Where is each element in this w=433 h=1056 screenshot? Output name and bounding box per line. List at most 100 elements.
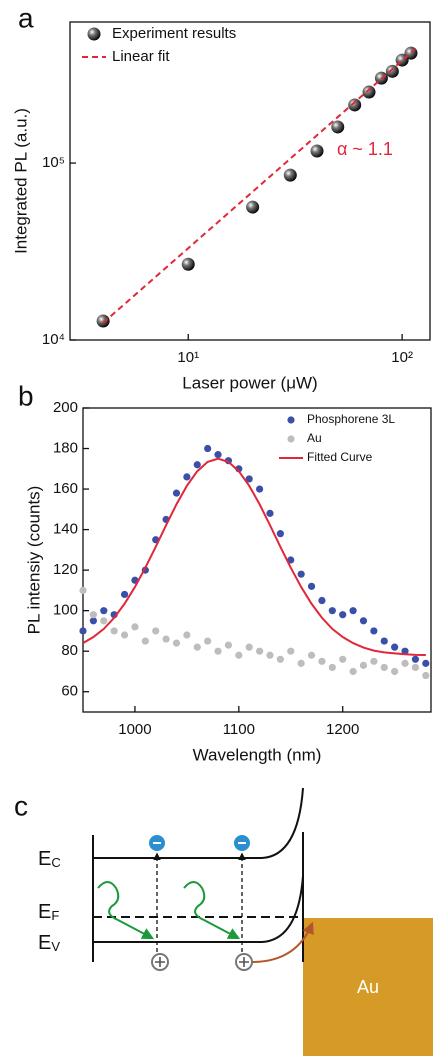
data-point — [100, 607, 108, 615]
data-point — [411, 655, 420, 663]
data-point — [172, 489, 181, 497]
y-tick-label: 60 — [61, 683, 78, 700]
data-point — [401, 647, 409, 655]
legend-label: Experiment results — [112, 25, 236, 42]
data-point — [181, 257, 195, 271]
panel-label: a — [18, 2, 34, 33]
conduction-band — [93, 787, 304, 859]
data-point — [422, 671, 430, 680]
data-point — [245, 643, 253, 651]
data-point — [100, 617, 108, 625]
data-point — [359, 661, 368, 669]
data-point — [214, 451, 222, 459]
data-point — [422, 659, 430, 667]
data-point — [370, 627, 378, 635]
data-point — [362, 85, 376, 99]
data-point — [120, 590, 129, 599]
panel-label: b — [18, 380, 34, 411]
data-point — [359, 617, 368, 625]
y-tick-label: 160 — [53, 480, 78, 497]
data-point — [162, 635, 170, 643]
x-tick-label: 10¹ — [177, 349, 199, 366]
data-point — [331, 120, 345, 134]
panel-label: c — [14, 790, 28, 821]
y-tick-label: 200 — [53, 399, 78, 416]
data-point — [411, 663, 420, 672]
legend-label: Au — [307, 431, 322, 445]
data-point — [255, 485, 264, 493]
hole — [151, 953, 169, 971]
data-point — [183, 473, 191, 481]
excitation-arrows — [97, 852, 314, 963]
data-point — [141, 637, 149, 645]
legend-marker — [287, 435, 295, 443]
y-tick-label: 120 — [53, 561, 78, 578]
data-point — [297, 659, 305, 667]
data-point — [307, 651, 316, 659]
data-point — [204, 637, 212, 645]
data-point — [310, 144, 324, 158]
data-point — [385, 64, 399, 78]
data-point — [328, 663, 336, 672]
electron — [149, 835, 165, 851]
y-tick-label: 80 — [61, 642, 78, 659]
data-point — [235, 651, 243, 659]
data-point — [391, 643, 399, 651]
legend-label: Linear fit — [112, 48, 170, 65]
level-symbol: E — [38, 932, 51, 954]
data-point — [339, 611, 347, 619]
data-point — [89, 611, 97, 619]
data-point — [318, 596, 326, 605]
data-point — [214, 647, 222, 655]
hole — [235, 953, 253, 971]
x-axis-label: Wavelength (nm) — [193, 745, 322, 764]
annotation: α ~ 1.1 — [337, 139, 393, 159]
metal-block — [303, 918, 433, 1056]
data-point — [283, 168, 297, 182]
data-point — [287, 647, 295, 655]
data-point — [96, 314, 110, 328]
y-tick-label: 100 — [53, 602, 78, 619]
electron — [234, 835, 250, 851]
data-point — [245, 475, 253, 483]
valence-band — [93, 875, 304, 943]
level-subscript: C — [51, 855, 60, 870]
data-point — [307, 582, 316, 590]
level-label: EF — [38, 901, 59, 923]
x-tick-label: 1100 — [223, 721, 255, 738]
y-tick-label: 140 — [53, 521, 78, 538]
x-tick-label: 10² — [391, 349, 413, 366]
data-point — [110, 627, 118, 635]
level-subscript: F — [51, 908, 59, 923]
data-point — [318, 657, 326, 665]
data-point — [266, 509, 274, 517]
plot-frame — [69, 21, 431, 341]
data-point — [79, 627, 87, 635]
legend-label: Fitted Curve — [307, 450, 373, 464]
charts: a 10¹ 10² 10⁴ 10⁵ Laser power (μW) Integrated … — [11, 2, 432, 764]
data-point — [391, 667, 399, 676]
fit-line — [102, 48, 416, 324]
fit-line — [83, 457, 426, 657]
plot-frame — [82, 407, 432, 713]
level-label: EV — [38, 932, 60, 954]
data-point — [380, 663, 388, 672]
photon-arrow — [183, 881, 241, 940]
data-point — [131, 623, 139, 631]
data-point — [79, 586, 87, 595]
band-diagram: c Au EC EF EV — [14, 787, 433, 1056]
x-tick-label: 1200 — [326, 721, 359, 738]
y-axis-label: Integrated PL (a.u.) — [11, 108, 30, 254]
data-point — [349, 607, 357, 615]
y-tick-label: 180 — [53, 440, 78, 457]
data-point — [349, 667, 357, 676]
transfer-arrow — [251, 921, 314, 963]
x-axis-label: Laser power (μW) — [182, 373, 317, 392]
data-point — [266, 651, 274, 659]
legend-marker — [87, 27, 101, 41]
data-point — [276, 655, 284, 663]
level-symbol: E — [38, 901, 51, 923]
data-point — [380, 637, 388, 645]
data-point — [339, 655, 347, 663]
